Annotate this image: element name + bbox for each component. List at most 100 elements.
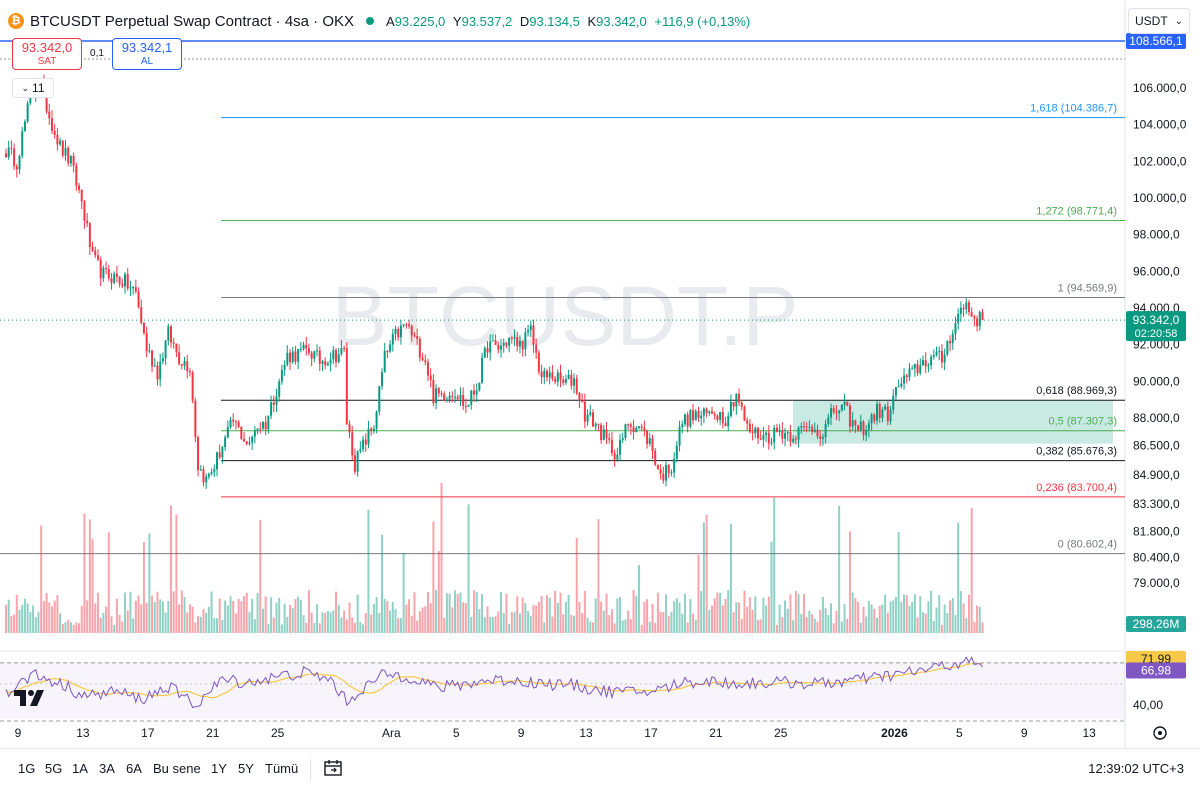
- candle-body: [467, 404, 470, 407]
- clock-time[interactable]: 12:39:02 UTC+3: [1088, 761, 1184, 776]
- volume-bar: [251, 598, 254, 633]
- volume-bar: [148, 533, 151, 633]
- candle-body: [851, 420, 854, 427]
- candle: [589, 404, 592, 417]
- candle-body: [843, 401, 846, 406]
- range-button-5y[interactable]: 5Y: [238, 761, 254, 776]
- volume-bar: [500, 591, 503, 633]
- candle-body: [732, 401, 735, 407]
- candle-body: [713, 413, 716, 416]
- candle: [454, 389, 457, 403]
- candle-body: [53, 130, 56, 135]
- volume-bar: [115, 598, 118, 633]
- candle-body: [408, 324, 411, 327]
- volume-bar: [508, 624, 511, 633]
- range-button-1a[interactable]: 1A: [72, 761, 88, 776]
- candle-body: [224, 437, 227, 448]
- candle-body: [67, 148, 70, 164]
- candle-body: [510, 338, 513, 340]
- candle-body: [913, 364, 916, 369]
- volume-bar: [23, 598, 26, 633]
- volume-bar: [370, 614, 373, 633]
- volume-bar: [843, 604, 846, 633]
- fib-label-0-236: 0,236 (83.700,4): [1036, 482, 1117, 494]
- close-label: K: [587, 13, 597, 29]
- candle-body: [632, 426, 635, 432]
- candle: [194, 397, 197, 442]
- volume-bar: [521, 597, 524, 633]
- currency-select[interactable]: USDT ⌄: [1128, 8, 1190, 34]
- calendar-icon[interactable]: [322, 757, 344, 779]
- candle: [551, 365, 554, 382]
- candle-body: [502, 342, 505, 346]
- volume-bar: [586, 617, 589, 633]
- candle: [510, 335, 513, 344]
- range-button-bu-sene[interactable]: Bu sene: [153, 761, 201, 776]
- volume-bar: [234, 613, 237, 633]
- volume-bar: [491, 617, 494, 633]
- candle-body: [134, 287, 137, 292]
- candle-body: [378, 386, 381, 412]
- volume-bar: [178, 604, 181, 633]
- volume-bar: [967, 594, 970, 633]
- volume-bar: [697, 554, 700, 633]
- symbol-title[interactable]: BTCUSDT Perpetual Swap Contract · 4sa · …: [30, 12, 355, 30]
- candle: [516, 331, 519, 352]
- last-price-value: 93.342,0: [1133, 313, 1180, 327]
- volume-bar: [840, 621, 843, 633]
- range-button-1g[interactable]: 1G: [18, 761, 36, 776]
- candle-body: [234, 421, 237, 423]
- candle: [113, 271, 116, 285]
- candle: [161, 352, 164, 365]
- candle: [272, 395, 275, 413]
- candle-body: [981, 312, 984, 321]
- candle-body: [678, 426, 681, 446]
- volume-bar: [215, 618, 218, 633]
- candle-body: [50, 118, 53, 131]
- candle: [202, 465, 205, 487]
- range-button-tümü[interactable]: Tümü: [265, 761, 299, 776]
- indicators-toggle[interactable]: ⌄ 11: [12, 78, 54, 98]
- candle-body: [86, 220, 89, 224]
- bitcoin-icon[interactable]: ₿: [8, 13, 24, 29]
- volume-bar: [878, 605, 881, 633]
- volume-bar: [105, 606, 108, 633]
- volume-bar: [326, 611, 329, 633]
- range-button-5g[interactable]: 5G: [45, 761, 63, 776]
- candle: [554, 375, 557, 385]
- volume-bar: [659, 611, 662, 633]
- tradingview-logo-icon[interactable]: [14, 688, 46, 708]
- volume-bar: [110, 616, 113, 633]
- settings-gear-icon[interactable]: [1153, 726, 1167, 740]
- volume-bar: [478, 608, 481, 633]
- candle: [813, 422, 816, 433]
- volume-bar: [413, 592, 416, 633]
- range-button-3a[interactable]: 3A: [99, 761, 115, 776]
- candle-body: [102, 268, 105, 279]
- candle-body: [124, 274, 127, 287]
- volume-bar: [107, 532, 110, 633]
- candle-body: [897, 386, 900, 388]
- candle: [234, 419, 237, 430]
- candle-body: [967, 302, 970, 313]
- candle: [978, 310, 981, 331]
- volume-bar: [280, 624, 283, 633]
- candle-body: [637, 426, 640, 429]
- buy-button[interactable]: 93.342,1 AL: [112, 38, 182, 70]
- volume-bar: [765, 605, 768, 633]
- volume-bar: [938, 595, 941, 633]
- candle-body: [302, 344, 305, 350]
- candle-body: [140, 307, 143, 323]
- range-button-6a[interactable]: 6A: [126, 761, 142, 776]
- sell-button[interactable]: 93.342,0 SAT: [12, 38, 82, 70]
- volume-bar: [700, 591, 703, 633]
- candle: [115, 265, 118, 283]
- range-button-1y[interactable]: 1Y: [211, 761, 227, 776]
- volume-bar: [762, 597, 765, 633]
- candle: [405, 322, 408, 329]
- candle-body: [237, 422, 240, 427]
- candle-body: [659, 469, 662, 474]
- candle: [383, 343, 386, 373]
- candle-body: [654, 451, 657, 465]
